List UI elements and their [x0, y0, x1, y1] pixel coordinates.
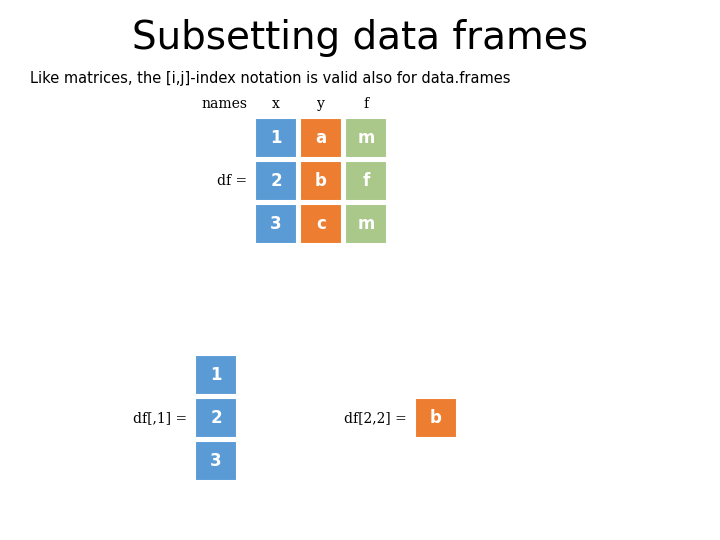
FancyBboxPatch shape	[345, 204, 387, 244]
Text: df[,1] =: df[,1] =	[133, 411, 187, 425]
Text: Subsetting data frames: Subsetting data frames	[132, 19, 588, 57]
Text: 3: 3	[210, 452, 222, 470]
FancyBboxPatch shape	[345, 118, 387, 158]
FancyBboxPatch shape	[300, 118, 342, 158]
FancyBboxPatch shape	[300, 161, 342, 201]
FancyBboxPatch shape	[255, 118, 297, 158]
FancyBboxPatch shape	[255, 161, 297, 201]
Text: df[2,2] =: df[2,2] =	[344, 411, 407, 425]
FancyBboxPatch shape	[195, 355, 237, 395]
Text: 2: 2	[210, 409, 222, 427]
FancyBboxPatch shape	[300, 204, 342, 244]
Text: m: m	[357, 215, 374, 233]
Text: 3: 3	[270, 215, 282, 233]
Text: b: b	[315, 172, 327, 190]
FancyBboxPatch shape	[195, 441, 237, 481]
FancyBboxPatch shape	[415, 398, 457, 438]
Text: 2: 2	[270, 172, 282, 190]
Text: b: b	[430, 409, 442, 427]
Text: f: f	[362, 172, 369, 190]
Text: x: x	[272, 97, 280, 111]
Text: y: y	[317, 97, 325, 111]
Text: Like matrices, the [i,j]-index notation is valid also for data.frames: Like matrices, the [i,j]-index notation …	[30, 71, 510, 85]
Text: df =: df =	[217, 174, 247, 188]
FancyBboxPatch shape	[345, 161, 387, 201]
FancyBboxPatch shape	[255, 204, 297, 244]
Text: 1: 1	[210, 366, 222, 384]
Text: f: f	[364, 97, 369, 111]
Text: names: names	[201, 97, 247, 111]
Text: 1: 1	[270, 129, 282, 147]
Text: a: a	[315, 129, 327, 147]
Text: m: m	[357, 129, 374, 147]
FancyBboxPatch shape	[195, 398, 237, 438]
Text: c: c	[316, 215, 326, 233]
